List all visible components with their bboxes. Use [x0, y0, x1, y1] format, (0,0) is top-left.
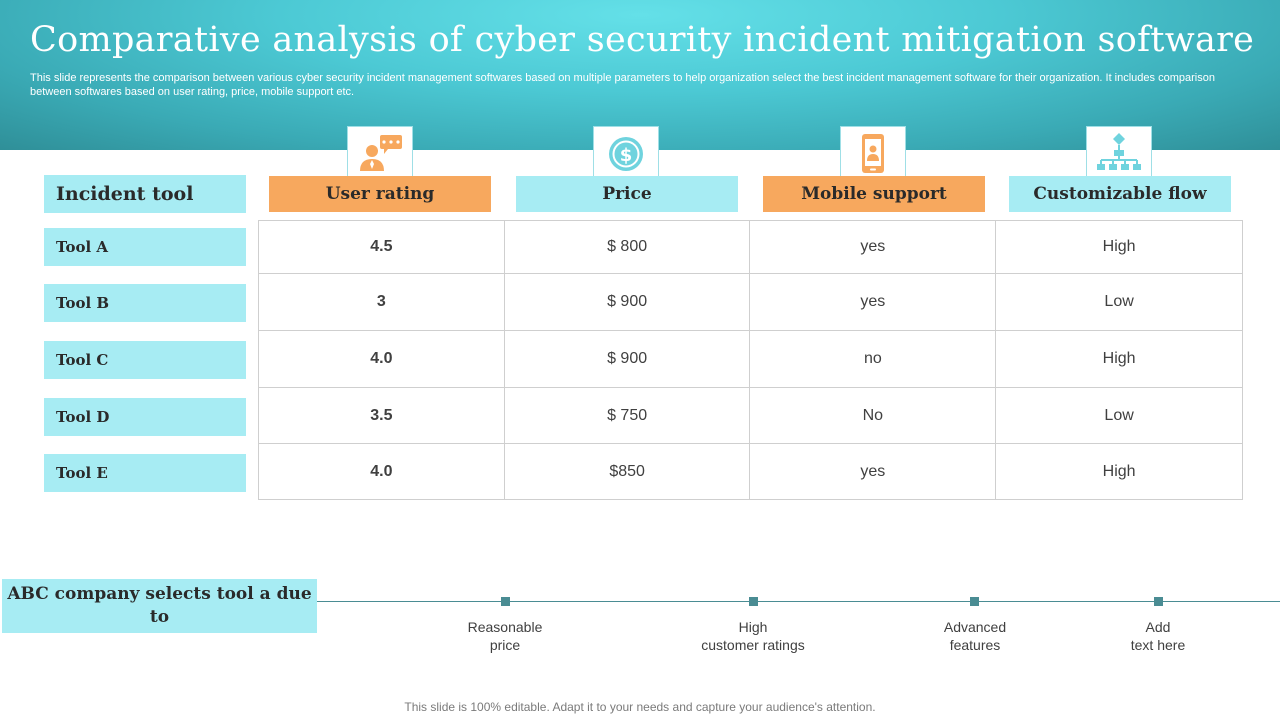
- table-row: 4.0 $850 yes High: [258, 443, 1243, 500]
- hierarchy-flow-icon: [1086, 126, 1152, 176]
- cell-user-rating: 4.5: [258, 220, 505, 274]
- cell-customizable-flow: High: [995, 330, 1243, 388]
- timeline-marker: [1154, 597, 1163, 606]
- page-subtitle: This slide represents the comparison bet…: [30, 72, 1215, 98]
- cell-customizable-flow: High: [995, 220, 1243, 274]
- column-header-mobile-support: Mobile support: [763, 176, 985, 212]
- footer-note: This slide is 100% editable. Adapt it to…: [404, 700, 876, 714]
- cell-price: $ 900: [503, 273, 751, 331]
- column-header-user-rating: User rating: [269, 176, 491, 212]
- selection-heading: ABC company selects tool a due to: [2, 579, 317, 633]
- mobile-phone-icon: [840, 126, 906, 176]
- cell-customizable-flow: High: [995, 443, 1243, 500]
- cell-mobile-support: No: [749, 387, 997, 444]
- cell-mobile-support: yes: [749, 273, 997, 331]
- cell-user-rating: 3: [258, 273, 505, 331]
- cell-price: $ 800: [503, 220, 751, 274]
- cell-mobile-support: no: [749, 330, 997, 388]
- cell-mobile-support: yes: [749, 220, 997, 274]
- reason-add-text-here: Add text here: [1130, 619, 1186, 653]
- page-title: Comparative analysis of cyber security i…: [30, 20, 1255, 60]
- row-label-tool-d: Tool D: [44, 398, 246, 436]
- timeline-line: [317, 601, 1280, 602]
- table-row: 4.5 $ 800 yes High: [258, 220, 1243, 274]
- cell-customizable-flow: Low: [995, 387, 1243, 444]
- timeline-marker: [749, 597, 758, 606]
- cell-user-rating: 3.5: [258, 387, 505, 444]
- timeline-marker: [970, 597, 979, 606]
- table-row: 3.5 $ 750 No Low: [258, 387, 1243, 444]
- row-header-incident-tool: Incident tool: [44, 175, 246, 213]
- cell-price: $ 750: [503, 387, 751, 444]
- reason-reasonable-price: Reasonable price: [467, 619, 543, 653]
- user-rating-icon: [347, 126, 413, 176]
- timeline-marker: [501, 597, 510, 606]
- svg-text:$: $: [620, 145, 633, 166]
- row-label-tool-c: Tool C: [44, 341, 246, 379]
- table-row: 3 $ 900 yes Low: [258, 273, 1243, 331]
- row-label-tool-b: Tool B: [44, 284, 246, 322]
- cell-mobile-support: yes: [749, 443, 997, 500]
- reason-high-customer-ratings: High customer ratings: [701, 619, 805, 653]
- cell-customizable-flow: Low: [995, 273, 1243, 331]
- row-label-tool-a: Tool A: [44, 228, 246, 266]
- cell-price: $ 900: [503, 330, 751, 388]
- header-banner: [0, 0, 1280, 150]
- cell-user-rating: 4.0: [258, 443, 505, 500]
- comparison-table: 4.5 $ 800 yes High 3 $ 900 yes Low 4.0 $…: [258, 220, 1243, 500]
- dollar-coin-icon: $: [593, 126, 659, 176]
- table-row: 4.0 $ 900 no High: [258, 330, 1243, 388]
- reason-advanced-features: Advanced features: [943, 619, 1007, 653]
- row-label-tool-e: Tool E: [44, 454, 246, 492]
- column-header-price: Price: [516, 176, 738, 212]
- column-header-customizable-flow: Customizable flow: [1009, 176, 1231, 212]
- cell-price: $850: [503, 443, 751, 500]
- cell-user-rating: 4.0: [258, 330, 505, 388]
